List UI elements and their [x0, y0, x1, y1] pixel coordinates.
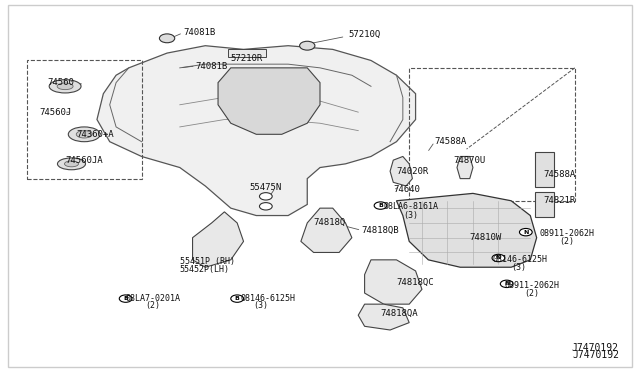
Text: 74081B: 74081B [196, 61, 228, 71]
FancyBboxPatch shape [535, 192, 554, 217]
Circle shape [119, 295, 132, 302]
Text: (2): (2) [145, 301, 160, 311]
Circle shape [231, 295, 244, 302]
Text: 57210Q: 57210Q [349, 30, 381, 39]
Text: 55475N: 55475N [250, 183, 282, 192]
Text: 74560J: 74560J [40, 108, 72, 117]
Text: 74588A: 74588A [435, 137, 467, 146]
Text: 08LA7-0201A: 08LA7-0201A [125, 294, 180, 303]
Text: J7470192: J7470192 [572, 343, 619, 353]
Circle shape [300, 41, 315, 50]
Ellipse shape [76, 131, 92, 138]
Ellipse shape [58, 158, 86, 170]
Polygon shape [193, 212, 244, 267]
Text: B: B [235, 296, 239, 301]
Text: N: N [504, 281, 509, 286]
Circle shape [159, 34, 175, 43]
Polygon shape [301, 208, 352, 253]
Text: 08LA6-8161A: 08LA6-8161A [384, 202, 439, 211]
Text: 74818QA: 74818QA [381, 309, 418, 318]
Text: N: N [523, 230, 529, 235]
Text: 74818Q: 74818Q [314, 218, 346, 227]
Text: 08911-2062H: 08911-2062H [505, 281, 560, 290]
Text: (3): (3) [511, 263, 526, 272]
FancyBboxPatch shape [228, 49, 266, 57]
Text: 08911-2062H: 08911-2062H [540, 230, 595, 238]
Text: 74821R: 74821R [543, 196, 575, 205]
Text: (2): (2) [524, 289, 539, 298]
Text: 74020R: 74020R [396, 167, 429, 176]
Text: B: B [124, 296, 128, 301]
Text: 74588A: 74588A [543, 170, 575, 179]
Text: 74560: 74560 [47, 78, 74, 87]
Circle shape [520, 228, 532, 236]
Polygon shape [365, 260, 422, 304]
Circle shape [259, 203, 272, 210]
Ellipse shape [57, 83, 73, 90]
Circle shape [374, 202, 387, 209]
Circle shape [492, 254, 505, 262]
Text: (2): (2) [559, 237, 574, 246]
Ellipse shape [65, 161, 79, 167]
Text: (3): (3) [253, 301, 268, 311]
Text: 74818QC: 74818QC [396, 278, 434, 286]
Text: J7470192: J7470192 [573, 350, 620, 359]
Polygon shape [457, 157, 473, 179]
Text: 55451P (RH): 55451P (RH) [180, 257, 235, 266]
Text: 74810W: 74810W [470, 233, 502, 242]
Text: 55452P(LH): 55452P(LH) [180, 264, 230, 273]
Ellipse shape [68, 127, 100, 142]
Text: 08146-6125H: 08146-6125H [492, 255, 547, 264]
Polygon shape [396, 193, 537, 267]
Text: 74818QB: 74818QB [362, 226, 399, 235]
Text: B: B [378, 203, 383, 208]
Polygon shape [97, 46, 415, 215]
Text: 57210R: 57210R [231, 54, 263, 63]
FancyBboxPatch shape [535, 152, 554, 187]
Polygon shape [390, 157, 412, 186]
Text: 74870U: 74870U [454, 155, 486, 165]
Text: (3): (3) [403, 211, 418, 220]
Circle shape [259, 193, 272, 200]
Ellipse shape [49, 80, 81, 93]
Polygon shape [358, 304, 409, 330]
Text: 74560JA: 74560JA [65, 155, 103, 165]
Circle shape [500, 280, 513, 288]
Text: 74081B: 74081B [183, 28, 215, 37]
Polygon shape [218, 68, 320, 134]
Text: N: N [496, 256, 501, 260]
Text: 08146-6125H: 08146-6125H [241, 294, 295, 303]
Text: 74640: 74640 [394, 185, 420, 194]
Text: 74360+A: 74360+A [77, 130, 114, 139]
